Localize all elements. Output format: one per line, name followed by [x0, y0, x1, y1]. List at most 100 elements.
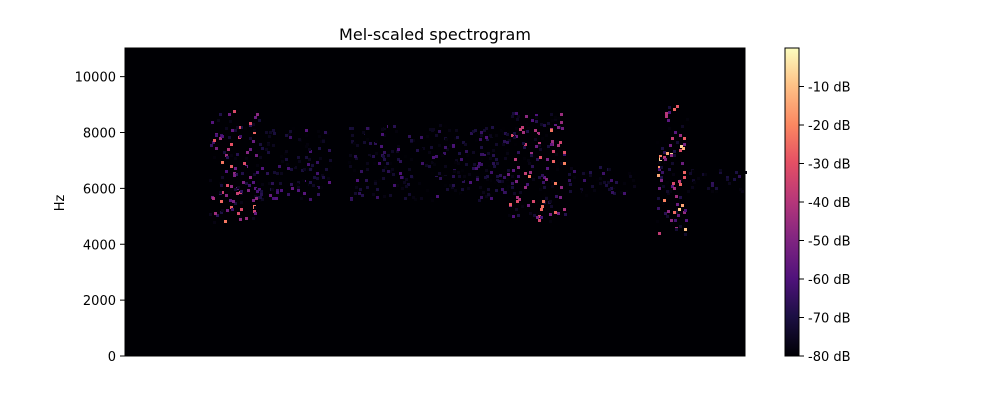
spectrogram-cell [441, 154, 444, 157]
colorbar-tick-label: -40 dB [808, 196, 851, 211]
spectrogram-cell [465, 163, 468, 166]
spectrogram-cell [257, 150, 260, 153]
spectrogram-cell [535, 116, 538, 119]
spectrogram-cell [661, 171, 664, 174]
spectrogram-cell [439, 194, 442, 197]
spectrogram-cell [324, 131, 327, 134]
spectrogram-cell [271, 182, 274, 185]
spectrogram-cell [383, 195, 386, 198]
spectrogram-cell [497, 184, 500, 187]
spectrogram-cell [269, 131, 272, 134]
spectrogram-cell [271, 188, 274, 191]
spectrogram-cell [350, 198, 353, 201]
spectrogram-cell [477, 182, 480, 185]
spectrogram-cell [507, 185, 510, 188]
spectrogram-cell [535, 120, 538, 123]
spectrogram-cell [515, 180, 518, 183]
spectrogram-cell [628, 172, 631, 175]
spectrogram-cell [531, 165, 534, 168]
spectrogram-cell [226, 156, 229, 159]
spectrogram-cell [733, 178, 736, 181]
spectrogram-cell [381, 133, 384, 136]
spectrogram-cell [515, 127, 518, 130]
colorbar-tick-label: -70 dB [808, 312, 851, 327]
spectrogram-cell [272, 144, 275, 147]
spectrogram-cell [213, 139, 216, 142]
spectrogram-cell [226, 184, 229, 187]
spectrogram-cell [220, 200, 223, 203]
spectrogram-cell [367, 156, 370, 159]
spectrogram-cell [503, 191, 506, 194]
spectrogram-cell [244, 127, 247, 130]
spectrogram-cell [382, 177, 385, 180]
spectrogram-cell [254, 212, 257, 215]
spectrogram-cell [484, 151, 487, 154]
spectrogram-cell [318, 135, 321, 138]
spectrogram-cell [563, 151, 566, 154]
spectrogram-cell [452, 184, 455, 187]
spectrogram-cell [534, 129, 537, 132]
spectrogram-cell [739, 188, 742, 191]
spectrogram-cell [511, 115, 514, 118]
spectrogram-cell [550, 113, 553, 116]
spectrogram-cell [620, 191, 623, 194]
spectrogram-cell [501, 180, 504, 183]
spectrogram-cell [529, 171, 532, 174]
spectrogram-cell [528, 162, 531, 165]
spectrogram-cell [679, 134, 682, 137]
spectrogram-cell [241, 172, 244, 175]
spectrogram-cell [673, 187, 676, 190]
spectrogram-cell [684, 105, 687, 108]
spectrogram-cell [502, 127, 505, 130]
spectrogram-cell [249, 122, 252, 125]
spectrogram-cell [397, 148, 400, 151]
spectrogram-cell [527, 159, 530, 162]
spectrogram-cell [272, 129, 275, 132]
spectrogram-cell [583, 179, 586, 182]
spectrogram-cell [247, 189, 250, 192]
spectrogram-cell [472, 151, 475, 154]
spectrogram-cell [281, 160, 284, 163]
spectrogram-cell [715, 187, 718, 190]
spectrogram-cell [245, 182, 248, 185]
spectrogram-cell [281, 148, 284, 151]
spectrogram-cell [376, 188, 379, 191]
spectrogram-cell [322, 140, 325, 143]
spectrogram-cell [506, 178, 509, 181]
spectrogram-cell [715, 190, 718, 193]
spectrogram-cell [602, 172, 605, 175]
spectrogram-cell [509, 203, 512, 206]
spectrogram-cell [460, 158, 463, 161]
colorbar-tick-label: -20 dB [808, 119, 851, 134]
spectrogram-cell [259, 143, 262, 146]
colorbar-tick-label: -60 dB [808, 273, 851, 288]
spectrogram-cell [252, 199, 255, 202]
spectrogram-cell [458, 175, 461, 178]
spectrogram-cell [227, 148, 230, 151]
spectrogram-cell [454, 161, 457, 164]
spectrogram-cell [265, 148, 268, 151]
spectrogram-cell [363, 141, 366, 144]
spectrogram-cell [539, 156, 542, 159]
spectrogram-cell [657, 197, 660, 200]
spectrogram-cell [550, 129, 553, 132]
spectrogram-cell [261, 167, 264, 170]
spectrogram-cell [236, 153, 239, 156]
chart-title: Mel-scaled spectrogram [339, 25, 531, 44]
spectrogram-cell [245, 217, 248, 220]
spectrogram-cell [539, 148, 542, 151]
spectrogram-cell [268, 135, 271, 138]
spectrogram-cell [309, 184, 312, 187]
spectrogram-cell [408, 193, 411, 196]
spectrogram-cell [538, 176, 541, 179]
spectrogram-cell [569, 190, 572, 193]
spectrogram-cell [533, 214, 536, 217]
spectrogram-cell [495, 158, 498, 161]
spectrogram-cell [526, 183, 529, 186]
spectrogram-cell [665, 109, 668, 112]
spectrogram-cell [273, 132, 276, 135]
spectrogram-cell [487, 188, 490, 191]
spectrogram-cell [275, 197, 278, 200]
spectrogram-cell [484, 176, 487, 179]
spectrogram-cell [252, 181, 255, 184]
